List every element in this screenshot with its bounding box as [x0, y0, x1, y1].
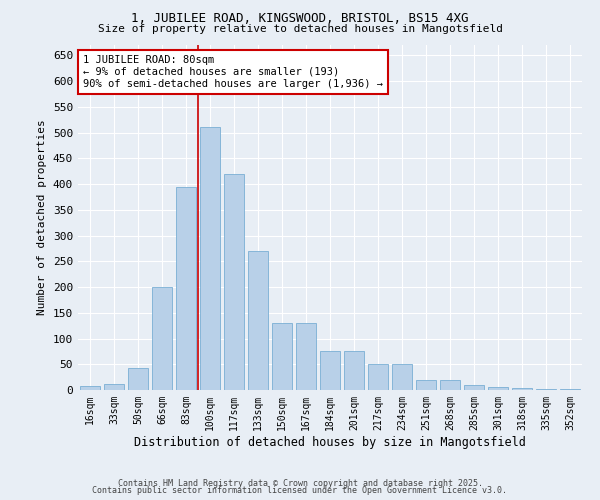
- X-axis label: Distribution of detached houses by size in Mangotsfield: Distribution of detached houses by size …: [134, 436, 526, 448]
- Bar: [368, 364, 388, 390]
- Bar: [128, 368, 148, 390]
- Bar: [200, 128, 220, 390]
- Bar: [320, 352, 340, 390]
- Bar: [488, 388, 508, 390]
- Bar: [104, 384, 124, 390]
- Bar: [536, 389, 556, 390]
- Text: Size of property relative to detached houses in Mangotsfield: Size of property relative to detached ho…: [97, 24, 503, 34]
- Bar: [344, 352, 364, 390]
- Bar: [416, 380, 436, 390]
- Bar: [80, 386, 100, 390]
- Text: 1 JUBILEE ROAD: 80sqm
← 9% of detached houses are smaller (193)
90% of semi-deta: 1 JUBILEE ROAD: 80sqm ← 9% of detached h…: [83, 56, 383, 88]
- Text: Contains public sector information licensed under the Open Government Licence v3: Contains public sector information licen…: [92, 486, 508, 495]
- Bar: [224, 174, 244, 390]
- Bar: [464, 385, 484, 390]
- Bar: [512, 388, 532, 390]
- Y-axis label: Number of detached properties: Number of detached properties: [37, 120, 47, 316]
- Bar: [296, 323, 316, 390]
- Bar: [272, 323, 292, 390]
- Bar: [248, 251, 268, 390]
- Bar: [392, 364, 412, 390]
- Bar: [152, 287, 172, 390]
- Bar: [176, 186, 196, 390]
- Text: Contains HM Land Registry data © Crown copyright and database right 2025.: Contains HM Land Registry data © Crown c…: [118, 478, 482, 488]
- Bar: [440, 380, 460, 390]
- Text: 1, JUBILEE ROAD, KINGSWOOD, BRISTOL, BS15 4XG: 1, JUBILEE ROAD, KINGSWOOD, BRISTOL, BS1…: [131, 12, 469, 26]
